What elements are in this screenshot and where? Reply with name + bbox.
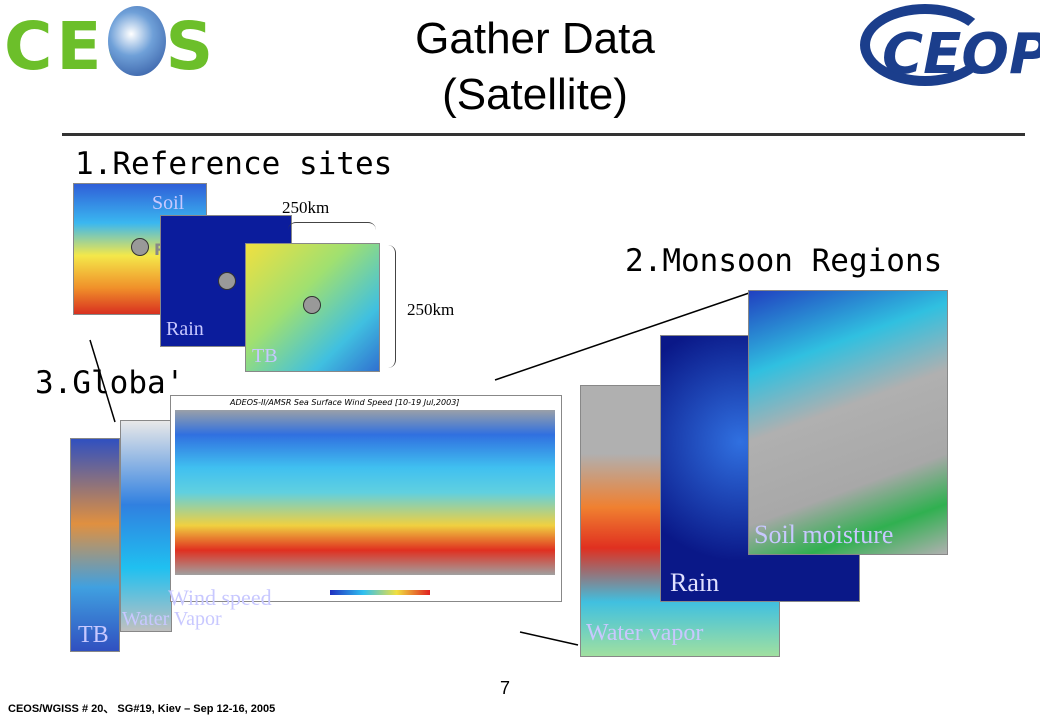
monsoon-soil-label: Soil moisture xyxy=(754,520,894,549)
site-dot xyxy=(218,272,236,290)
ceos-globe xyxy=(108,6,166,76)
height-label: 250km xyxy=(407,300,455,319)
title-rule xyxy=(62,133,1025,136)
site-dot xyxy=(131,238,149,256)
global-vapor-image xyxy=(120,420,172,632)
global-tb-label: TB xyxy=(78,622,109,648)
wind-map-title: ADEOS-II/AMSR Sea Surface Wind Speed [10… xyxy=(230,398,460,407)
wind-colorbar xyxy=(330,590,430,595)
reference-heading: 1.Reference sites xyxy=(75,146,393,182)
connector xyxy=(89,339,116,423)
height-bracket xyxy=(385,245,396,368)
footer-note: CEOS/WGISS # 20、 SG#19, Kiev – Sep 12-16… xyxy=(8,703,276,715)
width-bracket xyxy=(288,222,376,233)
global-vapor-label: Water Vapor xyxy=(122,608,222,630)
title-line2: (Satellite) xyxy=(442,70,628,119)
width-label: 250km xyxy=(282,198,330,217)
monsoon-heading: 2.Monsoon Regions xyxy=(625,243,943,279)
wind-speed-label: Wind speed xyxy=(168,585,272,610)
global-tb-image xyxy=(70,438,120,652)
rain-label: Rain xyxy=(166,318,204,340)
global-heading: 3.Globa' xyxy=(35,365,185,401)
monsoon-rain-label: Rain xyxy=(670,568,720,597)
monsoon-vapor-label: Water vapor xyxy=(586,620,704,646)
page-number: 7 xyxy=(500,678,511,698)
connector xyxy=(519,631,579,646)
monsoon-soil-image xyxy=(748,290,948,555)
connector xyxy=(494,291,753,381)
ceop-logo: CEOP xyxy=(882,22,1040,87)
tb-label: TB xyxy=(252,345,278,367)
ceop-ring xyxy=(860,4,990,86)
title-line1: Gather Data xyxy=(415,14,655,63)
wind-map-body xyxy=(175,410,555,575)
site-dot xyxy=(303,296,321,314)
soil-label: Soil xyxy=(152,192,185,214)
